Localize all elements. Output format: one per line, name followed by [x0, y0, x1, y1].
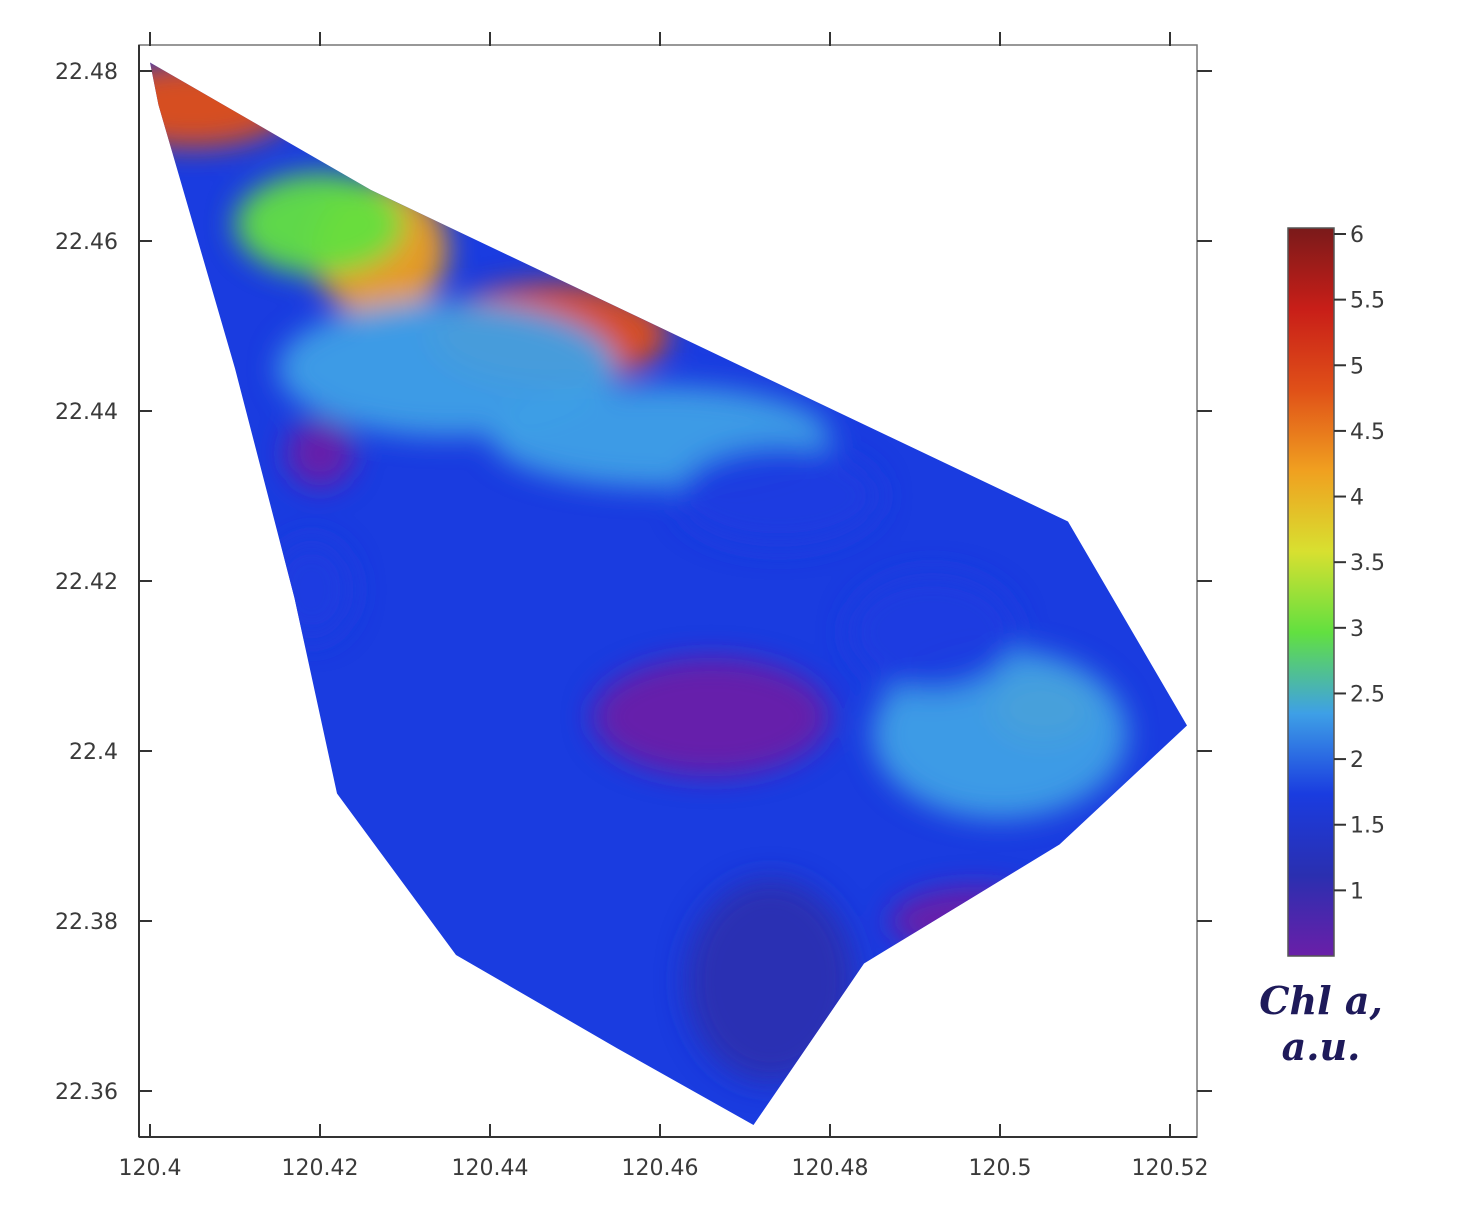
- colorbar-tick-label: 6: [1350, 223, 1364, 248]
- colorbar-tick-label: 4.5: [1350, 420, 1385, 445]
- y-tick-label: 22.44: [55, 400, 118, 425]
- y-tick-label: 22.46: [55, 230, 118, 255]
- colorbar-title: Chl a, a.u.: [1236, 978, 1406, 1070]
- colorbar-tick-label: 3.5: [1350, 551, 1385, 576]
- colorbar-tick-label: 1.5: [1350, 814, 1385, 839]
- y-tick-label: 22.38: [55, 910, 118, 935]
- x-tick-label: 120.5: [969, 1156, 1032, 1181]
- x-tick-label: 120.42: [282, 1156, 359, 1181]
- colorbar-tick-label: 1: [1350, 879, 1364, 904]
- chl-hotspot-7: [677, 445, 881, 547]
- colorbar-tick-label: 2.5: [1350, 682, 1385, 707]
- colorbar-gradient: [1287, 227, 1335, 957]
- x-tick-label: 120.48: [792, 1156, 869, 1181]
- colorbar-tick-label: 3: [1350, 617, 1364, 642]
- chl-hotspot-14: [685, 878, 856, 1083]
- colorbar-tick-label: 2: [1350, 748, 1364, 773]
- colorbar-title-line2: a.u.: [1281, 1024, 1361, 1069]
- x-tick-label: 120.46: [622, 1156, 699, 1181]
- colorbar: 1 1.5 2 2.5 3 3.5 4 4.5 5 5.5 6: [1287, 223, 1385, 957]
- chl-hotspot-5: [277, 300, 618, 437]
- y-tick-label: 22.36: [55, 1080, 118, 1105]
- x-tick-label: 120.4: [119, 1156, 182, 1181]
- chl-hotspot-13: [286, 419, 354, 488]
- colorbar-tick-label: 4: [1350, 486, 1364, 511]
- x-tick-label: 120.52: [1132, 1156, 1209, 1181]
- axes: 120.4 120.42 120.44 120.46 120.48 120.5 120.52…: [55, 32, 1212, 1181]
- colorbar-tick-label: 5: [1350, 354, 1364, 379]
- chl-hotspot-11: [592, 657, 830, 777]
- chl-hotspot-9: [847, 572, 1017, 692]
- chl-hotspot-8: [872, 649, 1128, 819]
- colorbar-title-line1: Chl a,: [1259, 978, 1383, 1023]
- y-tick-label: 22.48: [55, 60, 118, 85]
- y-tick-label: 22.42: [55, 570, 118, 595]
- chl-hotspot-4: [235, 173, 405, 275]
- colorbar-tick-label: 5.5: [1350, 289, 1385, 314]
- y-tick-label: 22.4: [69, 740, 118, 765]
- x-tick-label: 120.44: [452, 1156, 529, 1181]
